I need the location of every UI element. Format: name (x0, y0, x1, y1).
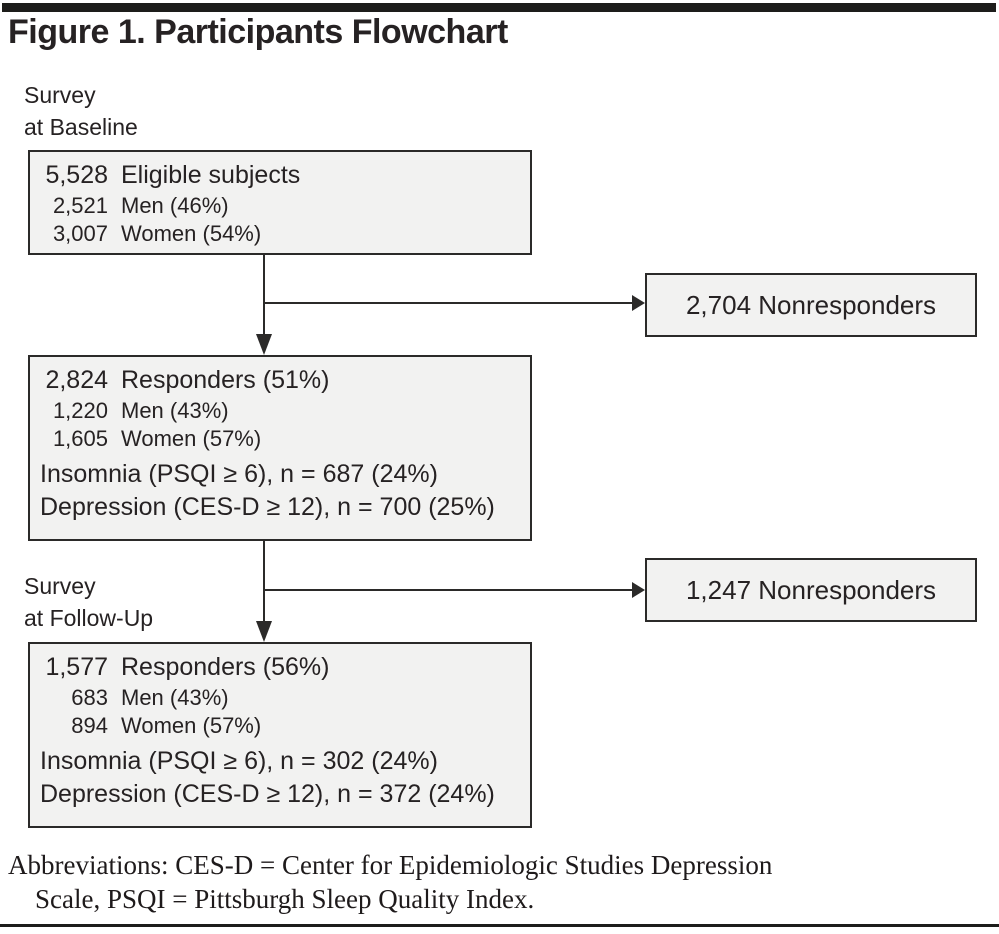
insomnia-note: Insomnia (PSQI ≥ 6), n = 302 (24%) (40, 747, 438, 775)
stat-row: 1,605 Women (57%) (40, 425, 522, 453)
arrowhead-right-icon (632, 582, 645, 598)
abbreviations-line1: Abbreviations: CES-D = Center for Epidem… (8, 850, 773, 880)
nonresponders-baseline-label: 2,704 Nonresponders (685, 289, 937, 320)
stat-count: 2,521 (52, 193, 108, 218)
stage-label-baseline: Survey at Baseline (24, 79, 138, 143)
depression-note: Depression (CES-D ≥ 12), n = 372 (24%) (40, 780, 495, 808)
arrowhead-right-icon (632, 295, 645, 311)
stat-count: 3,007 (52, 221, 108, 246)
abbreviations-note: Abbreviations: CES-D = Center for Epidem… (8, 848, 988, 916)
insomnia-note: Insomnia (PSQI ≥ 6), n = 687 (24%) (40, 460, 438, 488)
connector-vertical-followup (263, 541, 265, 623)
depression-note: Depression (CES-D ≥ 12), n = 700 (25%) (40, 493, 495, 521)
stat-count: 894 (71, 713, 108, 738)
box-responders-followup-content: 1,577 Responders (56%) 683 Men (43%) 894… (30, 644, 530, 811)
bottom-rule (0, 924, 999, 927)
box-responders-baseline-content: 2,824 Responders (51%) 1,220 Men (43%) 1… (30, 357, 530, 524)
stat-row: 1,220 Men (43%) (40, 397, 522, 425)
stat-label: Women (57%) (121, 426, 262, 451)
stat-label: Eligible subjects (121, 161, 301, 189)
stat-count: 1,577 (45, 653, 108, 681)
arrowhead-down-icon (256, 621, 272, 642)
stat-count: 1,605 (52, 426, 108, 451)
figure-title: Figure 1. Participants Flowchart (8, 13, 508, 51)
box-nonresponders-followup: 1,247 Nonresponders (645, 558, 977, 622)
connector-branch-followup (264, 589, 636, 591)
stat-row: 683 Men (43%) (40, 684, 522, 712)
arrowhead-down-icon (256, 334, 272, 355)
box-responders-baseline: 2,824 Responders (51%) 1,220 Men (43%) 1… (28, 355, 532, 541)
stage-followup-line1: Survey (24, 573, 96, 599)
abbreviations-line2: Scale, PSQI = Pittsburgh Sleep Quality I… (35, 884, 535, 914)
stat-row: 5,528 Eligible subjects (40, 158, 522, 192)
stat-label: Men (46%) (121, 193, 229, 218)
box-eligible-subjects: 5,528 Eligible subjects 2,521 Men (46%) … (28, 150, 532, 255)
nonresponders-followup-label: 1,247 Nonresponders (685, 574, 937, 605)
stat-label: Men (43%) (121, 398, 229, 423)
condition-notes: Insomnia (PSQI ≥ 6), n = 302 (24%) Depre… (40, 745, 522, 811)
stage-baseline-line2: at Baseline (24, 114, 138, 140)
stage-baseline-line1: Survey (24, 82, 96, 108)
stat-count: 683 (71, 685, 108, 710)
condition-notes: Insomnia (PSQI ≥ 6), n = 687 (24%) Depre… (40, 458, 522, 524)
stat-label: Responders (51%) (121, 366, 330, 394)
stat-count: 5,528 (45, 161, 108, 189)
stat-label: Women (54%) (121, 221, 262, 246)
box-eligible-content: 5,528 Eligible subjects 2,521 Men (46%) … (30, 152, 530, 248)
stat-count: 1,220 (52, 398, 108, 423)
stat-row: 1,577 Responders (56%) (40, 650, 522, 684)
stat-row: 894 Women (57%) (40, 712, 522, 740)
stat-label: Men (43%) (121, 685, 229, 710)
box-responders-followup: 1,577 Responders (56%) 683 Men (43%) 894… (28, 642, 532, 828)
stat-row: 2,824 Responders (51%) (40, 363, 522, 397)
top-rule (2, 3, 996, 12)
stat-label: Women (57%) (121, 713, 262, 738)
stat-row: 3,007 Women (54%) (40, 220, 522, 248)
stage-followup-line2: at Follow-Up (24, 605, 154, 631)
connector-branch-baseline (264, 302, 636, 304)
connector-vertical-baseline (263, 255, 265, 337)
stat-label: Responders (56%) (121, 653, 330, 681)
stage-label-followup: Survey at Follow-Up (24, 570, 153, 634)
stat-count: 2,824 (45, 366, 108, 394)
box-nonresponders-baseline: 2,704 Nonresponders (645, 273, 977, 337)
stat-row: 2,521 Men (46%) (40, 192, 522, 220)
